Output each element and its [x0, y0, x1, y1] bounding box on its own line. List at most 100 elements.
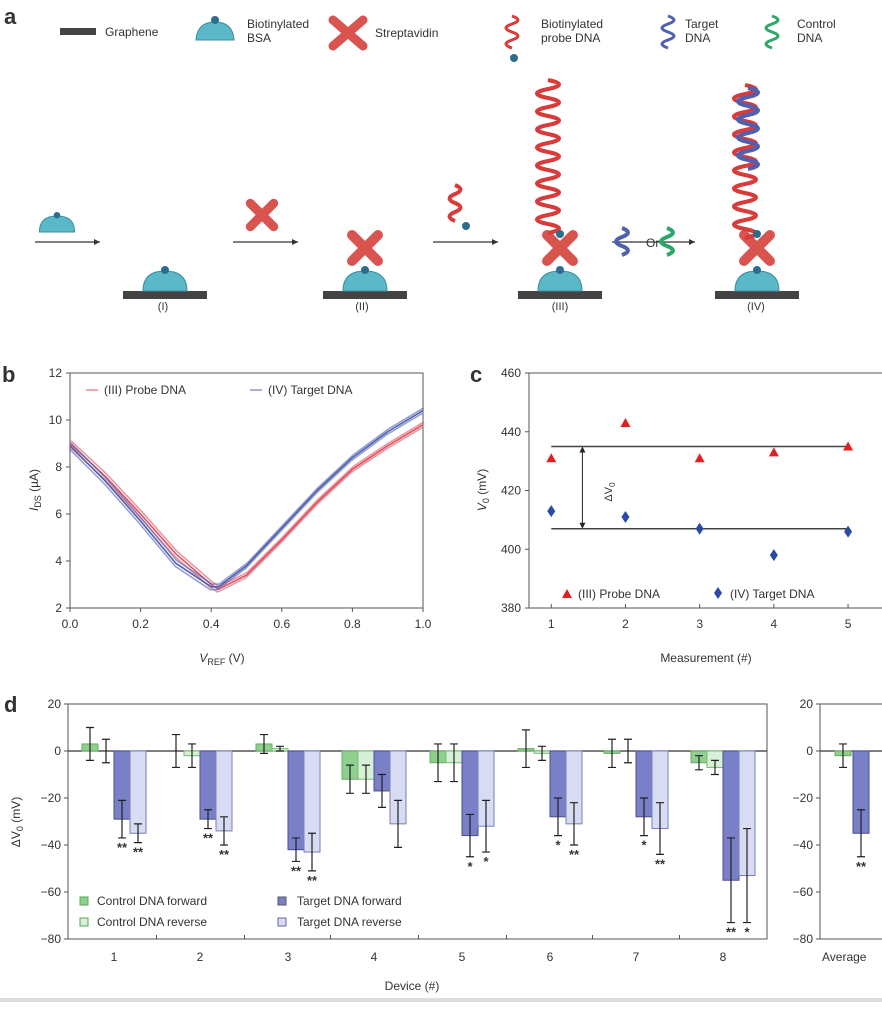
probe-point — [694, 453, 705, 463]
biotin-icon — [361, 266, 369, 274]
panel-c-chart: 1 2 3 4 5 380 400 420 440 460 — [501, 366, 882, 631]
error-bar — [172, 733, 180, 769]
x-tick-label: Average — [822, 950, 867, 964]
arrow-head — [492, 239, 498, 245]
biotin-icon — [556, 230, 564, 238]
or-label: Or — [646, 236, 659, 250]
y-tick-label: 0 — [54, 744, 61, 758]
series-line-target — [70, 407, 425, 585]
legend-streptavidin: Streptavidin — [375, 26, 438, 40]
biotin-icon — [462, 222, 470, 230]
b-y-axis-label: IDS (µA) — [27, 469, 43, 511]
y-tick-label: −60 — [41, 885, 62, 899]
error-bar — [743, 827, 751, 924]
significance-stars: ** — [133, 845, 144, 860]
biotin-icon — [753, 230, 761, 238]
y-tick-label: 420 — [501, 484, 521, 498]
error-bar — [570, 802, 578, 846]
bar-target-dna-reverse — [129, 750, 147, 834]
legend-tf: Target DNA forward — [297, 894, 402, 908]
x-tick-label: 4 — [771, 617, 778, 631]
panel-b-legend: (III) Probe DNA (IV) Target DNA — [86, 383, 352, 397]
graphene-substrate — [715, 291, 799, 299]
legend-diamond-icon — [714, 587, 722, 599]
error-bar — [624, 738, 632, 764]
x-tick-label: 7 — [633, 950, 640, 964]
error-bar — [554, 797, 562, 837]
x-tick-label: 0.4 — [203, 617, 220, 631]
streptavidin-icon — [347, 230, 383, 266]
series-line-probe — [69, 424, 424, 590]
significance-stars: * — [467, 859, 473, 874]
panel-label-b: b — [2, 362, 15, 387]
legend-graphene: Graphene — [105, 25, 159, 39]
stage-label-2: (II) — [355, 301, 368, 313]
error-bar — [522, 729, 530, 769]
panel-c-legend: (III) Probe DNA (IV) Target DNA — [562, 587, 814, 601]
probe-point — [546, 453, 557, 463]
bar-target-dna-forward — [199, 750, 217, 820]
significance-stars: * — [641, 838, 647, 853]
probe-dna-icon — [504, 14, 520, 62]
error-bar — [308, 832, 316, 872]
target-point — [695, 522, 704, 535]
probe-point — [843, 441, 854, 451]
legend-cr: Control DNA reverse — [97, 915, 207, 929]
target-point — [844, 525, 853, 538]
probe-dna-icon — [447, 183, 463, 223]
error-bar — [482, 799, 490, 853]
delta-v0-annotation: ΔV0 — [603, 482, 617, 502]
series-line-target — [68, 412, 423, 591]
x-tick-label: 0.2 — [132, 617, 149, 631]
significance-stars: ** — [856, 859, 867, 874]
y-tick-label: 400 — [501, 542, 521, 556]
target-dna-icon — [660, 14, 676, 50]
biotin-icon — [753, 266, 761, 274]
y-tick-label: 4 — [55, 554, 62, 568]
bottom-divider — [0, 998, 882, 1002]
significance-stars: ** — [117, 840, 128, 855]
error-bar — [260, 733, 268, 754]
error-bar — [118, 799, 126, 839]
legend-target-c: (IV) Target DNA — [730, 587, 814, 601]
legend-cf: Control DNA forward — [97, 894, 207, 908]
legend-cr-swatch — [79, 917, 89, 927]
x-tick-label: 1 — [548, 617, 555, 631]
y-tick-label: 10 — [49, 413, 63, 427]
y-tick-label: 6 — [55, 507, 62, 521]
graphene-substrate — [323, 291, 407, 299]
legend-triangle-icon — [562, 589, 572, 598]
significance-stars: ** — [203, 831, 214, 846]
x-tick-label: 4 — [371, 950, 378, 964]
legend-tf-swatch — [277, 896, 287, 906]
arrow-head — [94, 239, 100, 245]
legend-bsa-1: Biotinylated — [247, 17, 309, 31]
y-tick-label: −80 — [41, 932, 62, 946]
y-tick-label: 0 — [806, 744, 813, 758]
d-y-axis-label: ΔV0 (mV) — [9, 797, 25, 847]
error-bar — [394, 799, 402, 848]
y-tick-label: −20 — [41, 791, 62, 805]
series-line-probe — [70, 421, 425, 588]
probe-point — [620, 417, 631, 427]
series-line-target — [69, 409, 424, 588]
b-x-axis-label: VREF (V) — [199, 651, 244, 667]
error-bar — [292, 837, 300, 863]
bar-target-dna-forward — [287, 750, 305, 851]
d-x-axis-label: Device (#) — [385, 979, 440, 993]
x-tick-label: 3 — [285, 950, 292, 964]
plot-frame — [69, 372, 424, 609]
error-bar — [656, 802, 664, 855]
y-tick-label: 380 — [501, 601, 521, 615]
streptavidin-icon — [542, 230, 578, 266]
error-bar — [204, 809, 212, 830]
plot-frame — [67, 703, 768, 940]
x-tick-label: 0.6 — [273, 617, 290, 631]
error-bar — [134, 823, 142, 844]
bsa-icon — [195, 16, 235, 41]
assembly-diagram — [35, 78, 799, 299]
y-tick-label: 8 — [55, 460, 62, 474]
probe-point — [768, 447, 779, 457]
legend-probe-c: (III) Probe DNA — [578, 587, 660, 601]
x-tick-label: 5 — [459, 950, 466, 964]
